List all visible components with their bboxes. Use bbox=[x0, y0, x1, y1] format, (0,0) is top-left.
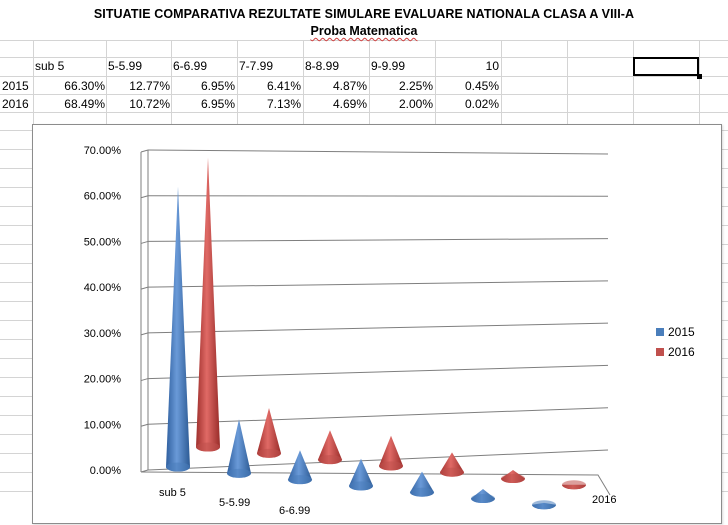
y-tick-label: 40.00% bbox=[84, 282, 122, 294]
table-cell[interactable]: 4.69% bbox=[332, 97, 367, 111]
y-tick-mark bbox=[140, 195, 149, 199]
gridline bbox=[147, 149, 609, 155]
table-cell[interactable]: 6.95% bbox=[200, 97, 235, 111]
header-cell[interactable]: 9-9.99 bbox=[371, 59, 406, 73]
table-cell[interactable]: 4.87% bbox=[332, 79, 367, 93]
y-tick-mark bbox=[140, 286, 149, 290]
legend-swatch bbox=[656, 348, 664, 356]
sheet-subtitle-text: Proba Matematica bbox=[310, 24, 418, 38]
y-tick-label: 20.00% bbox=[84, 374, 122, 386]
table-cell[interactable]: 66.30% bbox=[64, 79, 105, 93]
gridline bbox=[147, 364, 609, 380]
gridline bbox=[147, 322, 609, 334]
fill-handle[interactable] bbox=[697, 74, 702, 79]
cone-2016[interactable] bbox=[257, 407, 281, 458]
table-cell[interactable]: 2.25% bbox=[398, 79, 433, 93]
table-cell[interactable]: 0.45% bbox=[464, 79, 499, 93]
active-cell-selection[interactable] bbox=[633, 57, 699, 76]
sheet-title: SITUATIE COMPARATIVA REZULTATE SIMULARE … bbox=[93, 7, 635, 21]
table-cell[interactable]: 7.13% bbox=[266, 97, 301, 111]
header-cell[interactable]: 6-6.99 bbox=[173, 59, 208, 73]
table-cell[interactable]: 2.00% bbox=[398, 97, 433, 111]
legend-label: 2016 bbox=[668, 345, 695, 359]
cone-2015[interactable] bbox=[349, 458, 373, 491]
y-tick-label: 10.00% bbox=[84, 419, 122, 431]
cone-2015[interactable] bbox=[471, 488, 495, 504]
x-category-label: sub 5 bbox=[159, 487, 186, 499]
gridline bbox=[147, 195, 609, 197]
x-category-label: 5-5.99 bbox=[219, 497, 250, 509]
y-tick-mark bbox=[140, 332, 149, 336]
row-label[interactable]: 2015 bbox=[2, 79, 29, 93]
chart-floor bbox=[140, 471, 611, 496]
legend-item[interactable]: 2016 bbox=[656, 345, 695, 359]
legend-swatch bbox=[656, 328, 664, 336]
legend-label: 2015 bbox=[668, 325, 695, 339]
y-tick-label: 50.00% bbox=[84, 236, 122, 248]
table-cell[interactable]: 12.77% bbox=[129, 79, 170, 93]
y-tick-label: 0.00% bbox=[90, 465, 121, 477]
cone-2016[interactable] bbox=[196, 157, 220, 452]
header-cell[interactable]: 7-7.99 bbox=[239, 59, 274, 73]
y-tick-label: 30.00% bbox=[84, 328, 122, 340]
chart-object[interactable]: 0.00% 10.00% 20.00% 30.00% 40.00% 50.00% 60.00… bbox=[32, 124, 722, 524]
cone-2016[interactable] bbox=[501, 470, 525, 484]
gridline bbox=[147, 449, 609, 471]
y-tick-label: 70.00% bbox=[84, 145, 122, 157]
table-cell[interactable]: 10.72% bbox=[129, 97, 170, 111]
table-cell[interactable]: 0.02% bbox=[464, 97, 499, 111]
cone-2015[interactable] bbox=[410, 471, 434, 497]
y-tick-mark bbox=[140, 149, 149, 153]
cone-2015[interactable] bbox=[227, 419, 251, 478]
depth-axis-label: 2016 bbox=[592, 494, 616, 506]
y-tick-mark bbox=[140, 378, 149, 382]
header-cell[interactable]: sub 5 bbox=[35, 59, 65, 73]
table-cell[interactable]: 6.41% bbox=[266, 79, 301, 93]
cone-2015[interactable] bbox=[166, 186, 190, 472]
cone-2015[interactable] bbox=[532, 500, 556, 510]
cone-2016[interactable] bbox=[440, 452, 464, 477]
sheet-title-area: SITUATIE COMPARATIVA REZULTATE SIMULARE … bbox=[0, 0, 728, 40]
y-tick-mark bbox=[140, 423, 149, 427]
y-tick-label: 60.00% bbox=[84, 191, 122, 203]
legend-item[interactable]: 2015 bbox=[656, 325, 695, 339]
y-tick-mark bbox=[140, 240, 149, 244]
x-category-label: 6-6.99 bbox=[279, 505, 310, 517]
table-cell[interactable]: 6.95% bbox=[200, 79, 235, 93]
gridline bbox=[147, 280, 609, 288]
cone-2016[interactable] bbox=[562, 480, 586, 490]
cone-2016[interactable] bbox=[318, 430, 342, 465]
cone-chart: 0.00% 10.00% 20.00% 30.00% 40.00% 50.00% 60.00… bbox=[84, 145, 695, 517]
table-cell[interactable]: 68.49% bbox=[64, 97, 105, 111]
gridline bbox=[147, 407, 609, 425]
cone-2015[interactable] bbox=[288, 450, 312, 485]
gridline bbox=[147, 238, 609, 242]
header-cell[interactable]: 8-8.99 bbox=[305, 59, 340, 73]
sheet-subtitle: Proba Matematica bbox=[0, 24, 728, 38]
cone-2016[interactable] bbox=[379, 435, 403, 471]
header-cell[interactable]: 5-5.99 bbox=[108, 59, 143, 73]
row-label[interactable]: 2016 bbox=[2, 97, 29, 111]
header-cell[interactable]: 10 bbox=[485, 59, 499, 73]
